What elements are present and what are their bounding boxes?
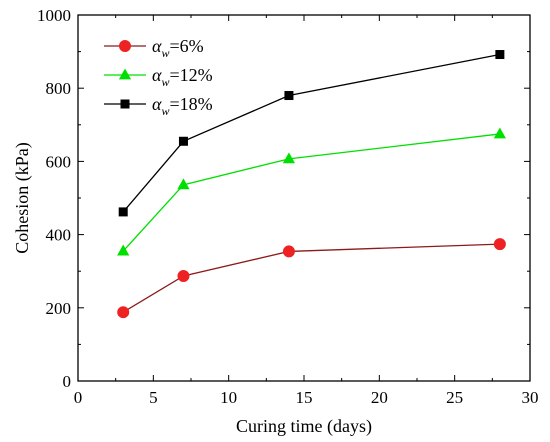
y-tick-label: 400: [46, 226, 72, 245]
plot-border: [77, 14, 531, 382]
data-point: [118, 207, 128, 217]
x-tick-label: 5: [149, 388, 158, 407]
y-tick-label: 0: [63, 372, 72, 391]
x-tick-label: 20: [371, 388, 388, 407]
series-1: [117, 127, 506, 256]
data-point: [178, 136, 188, 146]
x-axis-label: Curing time (days): [236, 416, 372, 437]
legend-marker: [119, 40, 131, 52]
x-tick-label: 10: [220, 388, 237, 407]
data-point: [493, 238, 506, 251]
series-line: [122, 53, 500, 213]
y-tick-label: 1000: [37, 6, 71, 25]
legend: αw=6% αw=12% αw=18%: [104, 36, 213, 118]
data-point: [117, 244, 130, 256]
legend-entry: αw=12%: [104, 65, 213, 89]
x-tick-label: 15: [296, 388, 313, 407]
legend-entry: αw=6%: [104, 36, 204, 60]
x-tick-label: 25: [446, 388, 463, 407]
x-tick-label: 0: [74, 388, 83, 407]
legend-marker: [118, 68, 132, 80]
data-point: [177, 178, 190, 190]
series-0: [117, 238, 506, 319]
plot-frame: [77, 14, 531, 382]
x-axis-ticks: 0 5 10 15 20 25 30: [74, 15, 539, 407]
legend-label: αw=18%: [152, 94, 213, 118]
y-tick-label: 600: [46, 152, 72, 171]
data-point: [282, 152, 296, 164]
data-point: [117, 306, 130, 319]
data-point: [284, 91, 294, 101]
legend-label: αw=6%: [152, 36, 204, 60]
data-point: [177, 269, 190, 282]
data-point: [495, 50, 505, 60]
legend-marker: [120, 99, 130, 109]
data-point: [282, 245, 295, 258]
data-point: [493, 127, 506, 139]
y-tick-label: 200: [46, 299, 72, 318]
series-line: [122, 243, 500, 313]
legend-entry: αw=18%: [104, 94, 213, 118]
legend-label: αw=12%: [152, 65, 213, 89]
y-axis-label: Cohesion (kPa): [12, 142, 33, 254]
series-layer: [117, 50, 506, 319]
series-line: [122, 133, 500, 252]
x-tick-label: 30: [522, 388, 539, 407]
series-2: [118, 50, 505, 217]
y-tick-label: 800: [46, 79, 72, 98]
y-axis-ticks: 0 200 400 600 800 1000: [37, 6, 530, 391]
